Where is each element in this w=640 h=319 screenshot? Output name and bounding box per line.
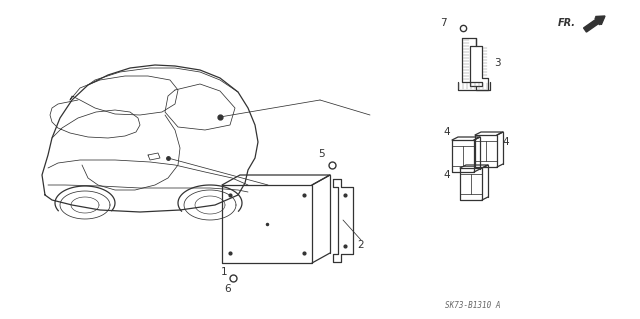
Text: 6: 6 (225, 284, 231, 294)
Text: 3: 3 (494, 58, 500, 68)
Text: SK73-B1310 A: SK73-B1310 A (445, 301, 500, 310)
Text: 1: 1 (221, 267, 227, 277)
Text: 4: 4 (444, 170, 450, 180)
Text: 5: 5 (318, 149, 324, 159)
Text: 7: 7 (440, 18, 447, 28)
Text: 2: 2 (358, 240, 364, 250)
FancyArrow shape (584, 16, 605, 32)
Text: FR.: FR. (558, 18, 576, 28)
Text: 4: 4 (502, 137, 509, 147)
Text: 4: 4 (444, 127, 450, 137)
